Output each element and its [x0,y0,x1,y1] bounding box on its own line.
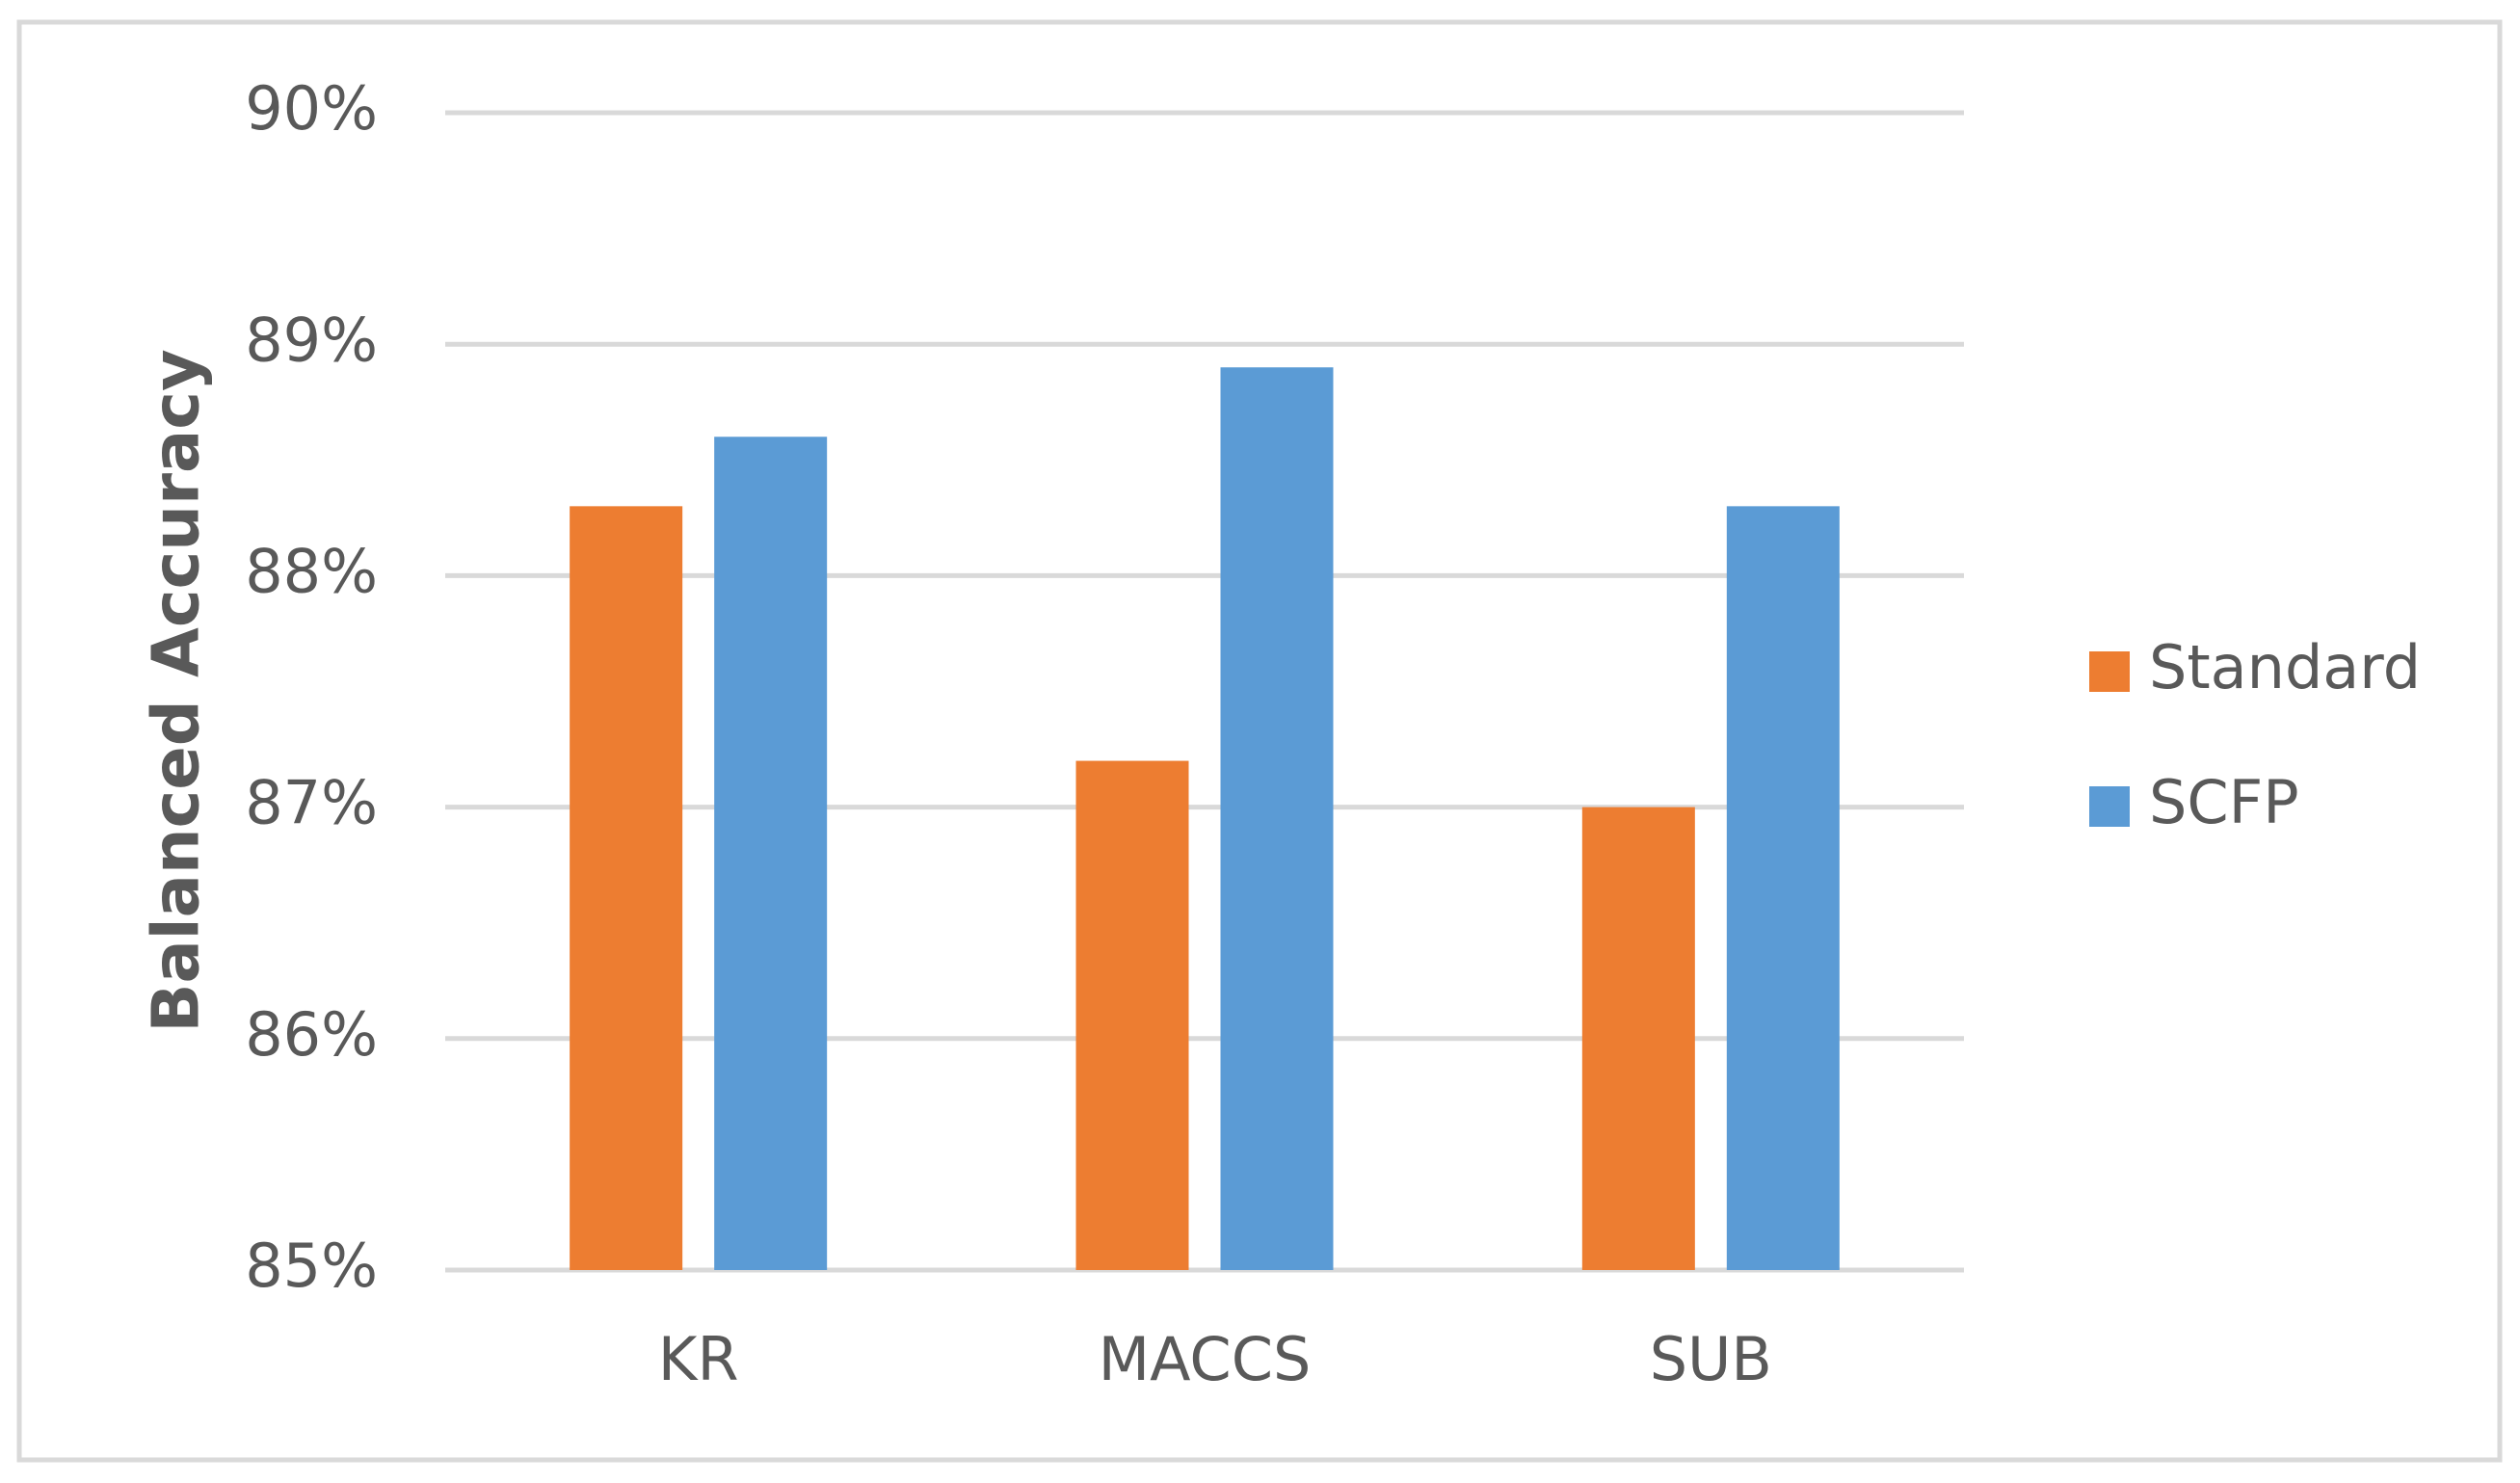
y-tick-label: 89% [245,305,378,375]
legend-label: Standard [2149,632,2421,702]
bar [1726,506,1840,1270]
y-tick-label: 85% [245,1231,378,1301]
x-tick-label: MACCS [1099,1324,1312,1394]
bar [1581,807,1695,1270]
y-tick-label: 90% [245,73,378,144]
legend-swatch [2089,651,2130,692]
x-tick-label: KR [658,1324,739,1394]
y-tick-label: 87% [245,768,378,838]
bar [1075,760,1189,1270]
y-tick-label: 86% [245,999,378,1070]
legend-label: SCFP [2149,767,2299,837]
bar [714,437,828,1270]
y-tick-label: 88% [245,536,378,606]
bar [570,506,683,1270]
y-axis-title: Balanced Accuracy [139,349,214,1032]
bar [1220,367,1334,1271]
x-tick-label: SUB [1650,1324,1772,1394]
legend-swatch [2089,786,2130,827]
